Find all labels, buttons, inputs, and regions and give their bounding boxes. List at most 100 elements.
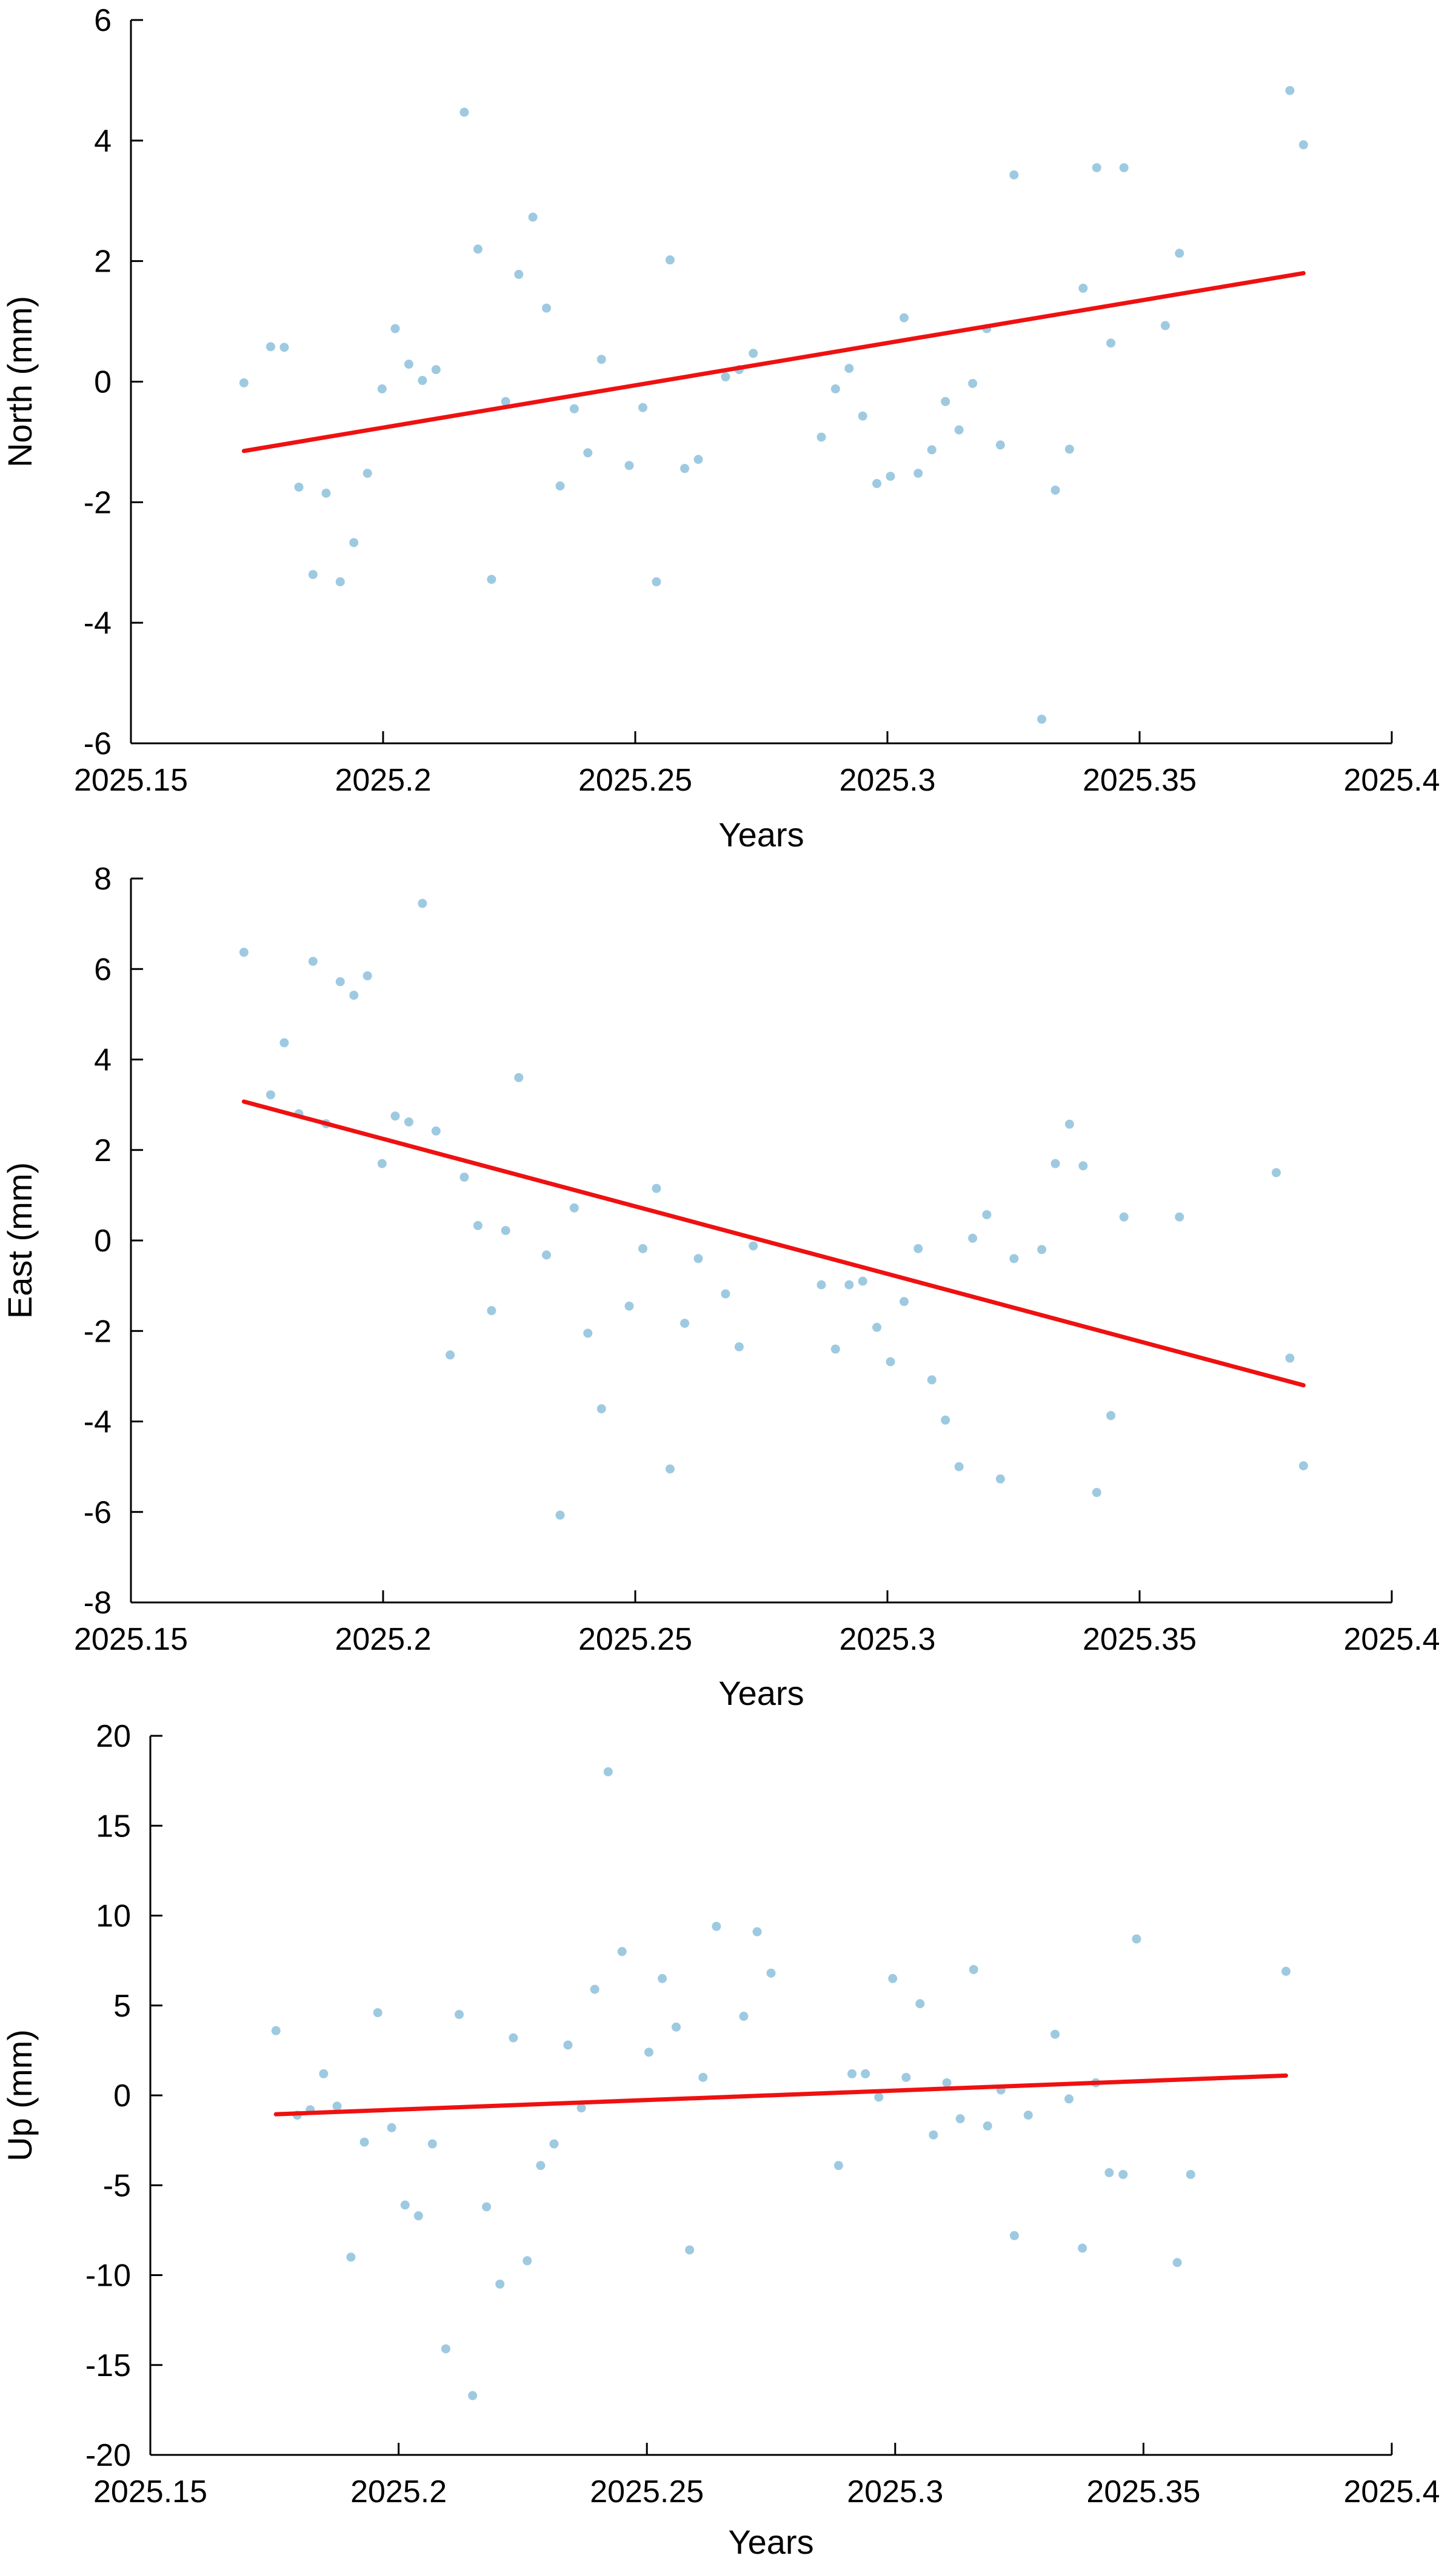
chart-2-data-point	[983, 2121, 992, 2131]
chart-0-x-tick-label: 2025.35	[1083, 763, 1197, 798]
chart-0-data-point	[665, 255, 675, 265]
chart-1-x-tick-label: 2025.15	[74, 1622, 188, 1657]
chart-0-data-point	[555, 481, 565, 490]
chart-2-data-point	[563, 2040, 573, 2050]
chart-2-data-point	[523, 2256, 532, 2266]
chart-2-data-point	[271, 2026, 281, 2035]
chart-2-data-point	[901, 2072, 911, 2082]
chart-1-y-axis-label: East (mm)	[1, 1162, 39, 1319]
chart-0-data-point	[1078, 283, 1088, 293]
chart-2-panel: 2025.15 2025.2 2025.25 2025.3 2025.35 2025.4 -…	[1, 1719, 1440, 2561]
chart-1-data-point	[1285, 1353, 1295, 1363]
chart-2-data-point	[509, 2033, 518, 2043]
chart-0-y-tick-label: -4	[84, 606, 112, 641]
chart-2-data-point	[549, 2139, 559, 2149]
chart-1-y-tick-label: 0	[94, 1224, 112, 1259]
chart-0-data-point	[968, 378, 978, 388]
chart-0-data-point	[1285, 85, 1295, 95]
chart-0-panel: 2025.15 2025.2 2025.25 2025.3 2025.35 2025.4 -…	[1, 3, 1440, 854]
chart-1-data-point	[459, 1173, 469, 1182]
chart-1-data-point	[652, 1183, 661, 1193]
chart-0-data-point	[239, 378, 249, 387]
chart-0-data-point	[858, 411, 867, 421]
chart-1-data-point	[624, 1301, 634, 1311]
chart-2-data-point	[698, 2072, 708, 2082]
chart-1-x-tick-label: 2025.25	[578, 1622, 692, 1657]
chart-1-x-tick-label: 2025.35	[1083, 1622, 1197, 1657]
chart-1-data-point	[1037, 1245, 1047, 1254]
chart-2-data-point	[888, 1973, 898, 1983]
chart-0-y-tick-label: 4	[94, 124, 112, 159]
chart-2-y-tick-label: 10	[96, 1899, 131, 1934]
chart-2-data-point	[752, 1927, 762, 1937]
chart-1-data-point	[542, 1250, 552, 1260]
chart-2-data-point	[874, 2092, 884, 2102]
chart-0-data-point	[501, 397, 510, 406]
chart-1-data-point	[569, 1203, 579, 1213]
chart-0-data-point	[830, 384, 840, 393]
chart-0-data-point	[349, 538, 359, 547]
chart-2-data-point	[1064, 2094, 1074, 2104]
chart-2-x-axis-label: Years	[728, 2523, 813, 2561]
chart-0-x-tick-label: 2025.3	[839, 763, 935, 798]
chart-0-data-point	[377, 384, 387, 393]
chart-1-data-point	[377, 1159, 387, 1168]
chart-2-data-point	[915, 1999, 925, 2009]
chart-2-data-point	[1009, 2231, 1019, 2240]
chart-0-data-point	[459, 107, 469, 117]
chart-2-data-point	[1186, 2169, 1195, 2179]
chart-0-y-axis-label: North (mm)	[1, 296, 39, 467]
chart-2-x-tick-label: 2025.3	[847, 2474, 943, 2509]
chart-2-data-point	[1023, 2111, 1033, 2120]
chart-0-data-point	[872, 479, 882, 489]
chart-0-data-point	[418, 376, 427, 386]
chart-1-data-point	[638, 1244, 647, 1253]
chart-1-x-tick-label: 2025.2	[335, 1622, 431, 1657]
chart-1-data-point	[995, 1474, 1005, 1484]
chart-2-trend-line	[273, 2073, 1289, 2117]
chart-2-y-tick-label: 0	[113, 2078, 131, 2114]
chart-1-data-point	[362, 971, 372, 980]
chart-1-data-point	[899, 1297, 909, 1307]
chart-1-y-tick-label: -6	[84, 1495, 112, 1530]
chart-0-data-point	[487, 575, 496, 584]
chart-0-data-point	[308, 570, 318, 580]
chart-2-data-point	[969, 1964, 978, 1974]
chart-1-data-point	[431, 1126, 441, 1136]
chart-1-data-point	[239, 948, 249, 957]
chart-0-data-point	[431, 365, 441, 375]
chart-2-data-point	[1118, 2169, 1128, 2179]
chart-2-data-point	[413, 2211, 423, 2221]
chart-1-data-point	[1119, 1212, 1129, 1222]
chart-0-data-point	[1160, 321, 1170, 330]
chart-2-data-point	[455, 2010, 464, 2020]
chart-1-data-point	[514, 1073, 524, 1082]
chart-0-data-point	[954, 425, 964, 435]
chart-0-x-tick-label: 2025.25	[578, 763, 692, 798]
chart-1-data-point	[968, 1233, 978, 1243]
chart-2-y-tick-label: -20	[85, 2438, 131, 2473]
chart-0-data-point	[473, 244, 483, 254]
chart-0-data-point	[1175, 249, 1184, 258]
chart-2-data-point	[847, 2069, 857, 2078]
chart-0-data-point	[1092, 163, 1101, 173]
chart-2-data-point	[319, 2069, 329, 2078]
chart-0-data-point	[390, 324, 400, 333]
chart-2-data-point	[373, 2008, 382, 2018]
chart-1-y-tick-label: -8	[84, 1585, 112, 1621]
chart-1-x-tick-label: 2025.4	[1343, 1622, 1440, 1657]
chart-0-data-point	[279, 343, 289, 352]
chart-0-data-point	[927, 445, 937, 455]
chart-1-trend-line	[241, 1099, 1306, 1388]
chart-2-data-point	[739, 2012, 749, 2021]
chart-2-data-point	[672, 2022, 681, 2032]
chart-0-data-point	[404, 360, 413, 369]
chart-2-data-point	[359, 2137, 369, 2147]
chart-1-data-point	[954, 1462, 964, 1471]
chart-0-data-point	[680, 464, 690, 474]
chart-1-data-point	[1050, 1159, 1060, 1168]
chart-1-data-point	[927, 1375, 937, 1385]
chart-1-data-point	[1271, 1168, 1281, 1177]
chart-0-data-point	[265, 342, 275, 352]
chart-0-data-point	[899, 313, 909, 323]
